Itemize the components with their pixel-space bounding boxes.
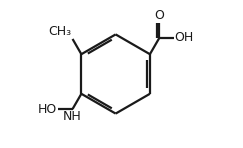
Text: CH₃: CH₃ — [48, 25, 71, 38]
Text: NH: NH — [63, 110, 82, 123]
Text: HO: HO — [38, 103, 57, 116]
Text: O: O — [155, 9, 164, 22]
Text: OH: OH — [174, 31, 194, 44]
